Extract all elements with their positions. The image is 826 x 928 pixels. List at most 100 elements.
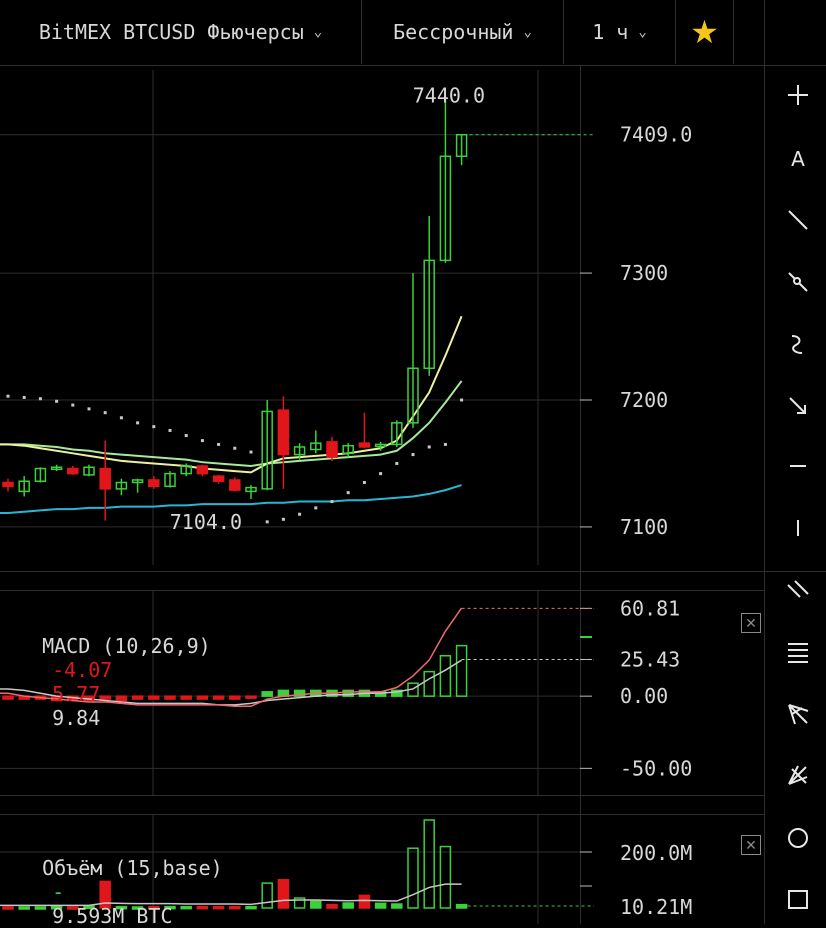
- volume-ma-line: [0, 883, 462, 907]
- psar-dot: [152, 425, 156, 429]
- volume-legend: Объём (15,base) - 9.593M BTC: [18, 832, 223, 928]
- candle-body: [310, 442, 322, 451]
- fan-tool[interactable]: [778, 755, 818, 795]
- volume-bar: [196, 905, 209, 910]
- vertical-line-tool[interactable]: [778, 508, 818, 548]
- candle-body: [245, 486, 257, 493]
- price-panel-divider: [0, 571, 826, 572]
- candle-body: [148, 479, 160, 488]
- volume-bar: [164, 905, 176, 910]
- psar-dot: [6, 394, 10, 398]
- psar-dot: [217, 442, 221, 446]
- axis-divider: [580, 65, 581, 924]
- volume-bar: [148, 905, 160, 910]
- macd-tick-label: 60.81: [620, 596, 680, 620]
- top-toolbar: BitMEX BTCUSD Фьючерсы ⌄ Бессрочный ⌄ 1 …: [0, 0, 826, 64]
- symbol-selector[interactable]: BitMEX BTCUSD Фьючерсы ⌄: [0, 0, 362, 64]
- macd-legend: MACD (10,26,9) -4.07 5.77 9.84: [18, 610, 211, 730]
- candle-body: [2, 481, 14, 488]
- macd-histogram-bar: [212, 695, 225, 700]
- ray-tool[interactable]: [778, 262, 818, 302]
- parallel-channel-tool[interactable]: [778, 571, 818, 611]
- candle-body: [212, 475, 225, 482]
- plus-icon: [788, 85, 808, 105]
- svg-text:A: A: [791, 147, 805, 171]
- psar-dot: [168, 428, 172, 432]
- rectangle-tool[interactable]: [778, 879, 818, 919]
- symbol-label: BitMEX BTCUSD Фьючерсы: [38, 20, 304, 44]
- macd-histogram-bar: [342, 689, 354, 697]
- line-tool[interactable]: [778, 200, 818, 240]
- close-volume-button[interactable]: ✕: [741, 835, 761, 855]
- volume-bar: [407, 847, 419, 909]
- macd-histogram-bar: [180, 695, 192, 700]
- contract-label: Бессрочный: [393, 20, 514, 44]
- volume-bar: [423, 819, 435, 909]
- candle-body: [261, 410, 273, 490]
- pitchfork-tool[interactable]: [778, 694, 818, 734]
- candle-body: [358, 442, 371, 448]
- last-price-label: 7409.0: [620, 123, 692, 147]
- toolbar-divider: [764, 0, 765, 924]
- psar-dot: [411, 453, 415, 457]
- parallel-channel-icon: [787, 580, 809, 598]
- fan-icon: [788, 765, 808, 785]
- favorite-button[interactable]: ★: [676, 0, 734, 64]
- candle-body: [455, 133, 468, 158]
- circle-tool[interactable]: [778, 818, 818, 858]
- candle-body: [115, 481, 128, 490]
- crosshair-tool[interactable]: [778, 75, 818, 115]
- macd-histogram-bar: [391, 689, 403, 697]
- close-macd-button[interactable]: ✕: [741, 613, 761, 633]
- horizontal-line-tool[interactable]: [778, 446, 818, 486]
- candle-body: [18, 480, 30, 493]
- candle-body: [439, 155, 452, 262]
- volume-bar: [18, 906, 30, 910]
- text-tool[interactable]: A: [778, 138, 818, 178]
- macd-histogram-bar: [261, 691, 273, 697]
- candle-body: [277, 409, 290, 456]
- interval-selector[interactable]: 1 ч ⌄: [564, 0, 676, 64]
- psar-dot: [71, 403, 75, 407]
- candle-body: [196, 465, 209, 475]
- psar-dot: [298, 512, 302, 516]
- macd-histogram-bar: [148, 695, 160, 700]
- psar-dot: [362, 481, 366, 484]
- chevron-down-icon: ⌄: [313, 24, 323, 40]
- contract-selector[interactable]: Бессрочный ⌄: [362, 0, 564, 64]
- psar-dot: [233, 446, 237, 450]
- fib-retracement-tool[interactable]: [778, 632, 818, 672]
- chevron-down-icon: ⌄: [523, 24, 532, 40]
- rectangle-icon: [788, 890, 808, 909]
- volume-bar: [50, 905, 63, 910]
- volume-bar: [261, 882, 273, 909]
- psar-dot: [87, 407, 91, 411]
- star-icon: ★: [690, 13, 719, 51]
- curve-icon: [791, 335, 803, 354]
- psar-dot: [200, 439, 204, 443]
- candle-body: [407, 367, 419, 424]
- volume-bar: [67, 906, 79, 910]
- candle-body: [99, 467, 111, 490]
- macd-hist-value: 9.84: [52, 706, 101, 730]
- macd-title: MACD (10,26,9): [42, 634, 211, 658]
- arrow-icon: [789, 397, 806, 414]
- arrow-tool[interactable]: [778, 386, 818, 426]
- macd-histogram-bar: [423, 670, 435, 697]
- psar-dot: [395, 461, 399, 465]
- psar-dot: [330, 500, 334, 504]
- psar-dot: [314, 506, 318, 510]
- circle-icon: [788, 828, 808, 848]
- volume-bar: [310, 900, 322, 909]
- psar-dot: [22, 395, 26, 399]
- psar-dot: [460, 398, 464, 402]
- candle-body: [229, 479, 241, 491]
- candle-body: [34, 467, 47, 482]
- high-label: 7440.0: [413, 83, 485, 107]
- macd-histogram-bar: [2, 695, 14, 700]
- volume-bar: [229, 905, 241, 910]
- curve-tool[interactable]: [778, 324, 818, 364]
- candle-body: [50, 466, 63, 471]
- volume-bar: [293, 897, 306, 909]
